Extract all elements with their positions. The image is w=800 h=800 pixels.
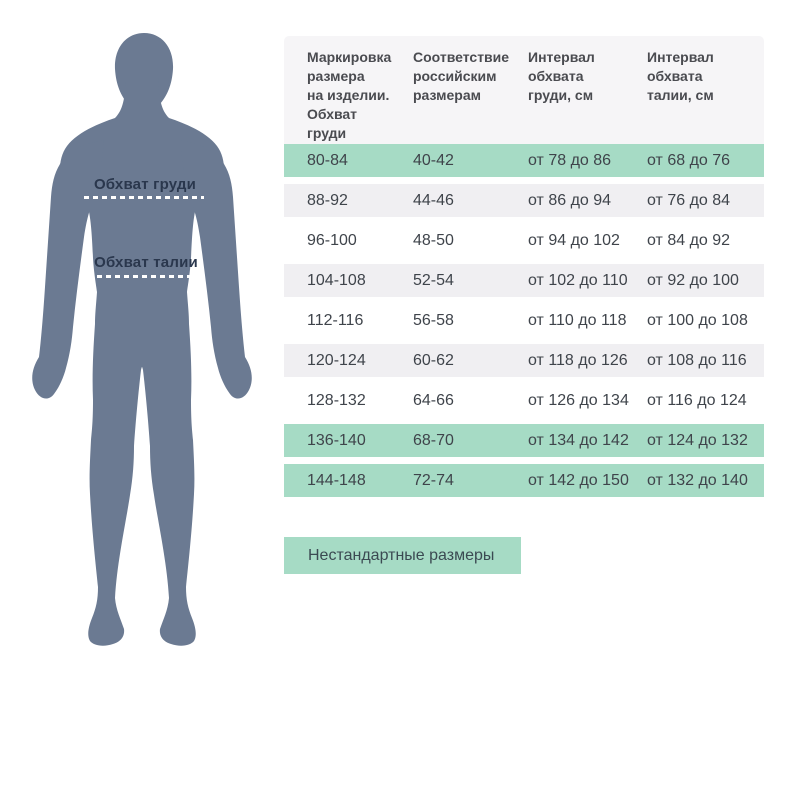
cell-russian-size: 56-58 [413,311,454,329]
body-arm-left [32,140,105,399]
size-table-header: Маркировка размера на изделии. Обхват гр… [284,36,764,144]
cell-size-marking: 120-124 [307,351,366,369]
cell-russian-size: 44-46 [413,191,454,209]
cell-chest-interval: от 94 до 102 [528,231,620,249]
chest-girth-label: Обхват груди [93,176,197,193]
cell-waist-interval: от 132 до 140 [647,471,748,489]
cell-chest-interval: от 110 до 118 [528,311,627,329]
cell-waist-interval: от 92 до 100 [647,271,739,289]
body-torso-legs [59,78,225,646]
cell-chest-interval: от 142 до 150 [528,471,629,489]
cell-chest-interval: от 78 до 86 [528,151,612,169]
table-row: 120-124 60-62 от 118 до 126 от 108 до 11… [284,344,764,377]
cell-chest-interval: от 118 до 126 [528,351,628,369]
cell-russian-size: 72-74 [413,471,454,489]
chest-measure-line [84,196,204,199]
column-header-size-marking: Маркировка размера на изделии. Обхват гр… [307,49,392,141]
waist-measure-line [97,275,193,278]
cell-russian-size: 64-66 [413,391,454,409]
column-header-chest-interval: Интервал обхвата груди, см [528,49,595,103]
cell-waist-interval: от 68 до 76 [647,151,731,169]
cell-size-marking: 88-92 [307,191,348,209]
size-table: Маркировка размера на изделии. Обхват гр… [284,36,764,497]
table-row: 80-84 40-42 от 78 до 86 от 68 до 76 [284,144,764,177]
table-row: 136-140 68-70 от 134 до 142 от 124 до 13… [284,424,764,457]
cell-waist-interval: от 84 до 92 [647,231,731,249]
column-header-waist-interval: Интервал обхвата талии, см [647,49,714,103]
table-row: 96-100 48-50 от 94 до 102 от 84 до 92 [284,224,764,257]
cell-chest-interval: от 134 до 142 [528,431,629,449]
cell-waist-interval: от 100 до 108 [647,311,748,329]
table-row: 144-148 72-74 от 142 до 150 от 132 до 14… [284,464,764,497]
cell-russian-size: 60-62 [413,351,454,369]
column-header-russian-size: Соответствие российским размерам [413,49,510,103]
nonstandard-sizes-button[interactable]: Нестандартные размеры [284,537,521,574]
table-rows: 80-84 40-42 от 78 до 86 от 68 до 76 88-9… [284,144,764,497]
table-row: 112-116 56-58 от 110 до 118 от 100 до 10… [284,304,764,337]
waist-girth-label: Обхват талии [94,254,198,271]
cell-size-marking: 128-132 [307,391,366,409]
cell-chest-interval: от 102 до 110 [528,271,628,289]
cell-russian-size: 48-50 [413,231,454,249]
cell-russian-size: 40-42 [413,151,454,169]
cell-russian-size: 68-70 [413,431,454,449]
cell-waist-interval: от 108 до 116 [647,351,747,369]
cell-size-marking: 80-84 [307,151,348,169]
cell-russian-size: 52-54 [413,271,454,289]
table-row: 104-108 52-54 от 102 до 110 от 92 до 100 [284,264,764,297]
cell-size-marking: 144-148 [307,471,366,489]
table-row: 128-132 64-66 от 126 до 134 от 116 до 12… [284,384,764,417]
cell-size-marking: 112-116 [307,311,364,329]
cell-chest-interval: от 86 до 94 [528,191,612,209]
cell-size-marking: 96-100 [307,231,357,249]
cell-size-marking: 104-108 [307,271,366,289]
cell-waist-interval: от 76 до 84 [647,191,731,209]
cell-waist-interval: от 124 до 132 [647,431,748,449]
body-arm-right [180,140,252,399]
cell-size-marking: 136-140 [307,431,366,449]
measurement-figure: Обхват груди Обхват талии [30,22,258,654]
male-body-silhouette [32,33,252,646]
cell-chest-interval: от 126 до 134 [528,391,629,409]
cell-waist-interval: от 116 до 124 [647,391,747,409]
table-row: 88-92 44-46 от 86 до 94 от 76 до 84 [284,184,764,217]
